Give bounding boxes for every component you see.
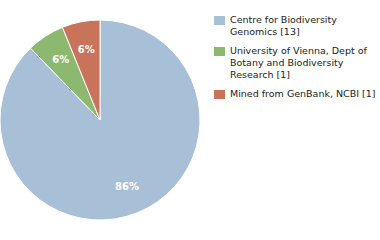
legend: Centre for Biodiversity Genomics [13] Uni… [214, 14, 376, 107]
data-label: 6% [52, 54, 69, 65]
legend-item: Centre for Biodiversity Genomics [13] [214, 14, 376, 38]
legend-label: Mined from GenBank, NCBI [1] [230, 88, 376, 100]
chart-svg: 86% 6% 6% [0, 0, 380, 240]
legend-swatch [214, 47, 225, 56]
legend-swatch [214, 90, 225, 99]
legend-item: University of Vienna, Dept of Botany and… [214, 45, 376, 81]
legend-label: Centre for Biodiversity Genomics [13] [230, 14, 337, 38]
legend-label: University of Vienna, Dept of Botany and… [230, 45, 367, 81]
data-labels: 86% 6% 6% [52, 44, 139, 192]
legend-swatch [214, 16, 225, 25]
data-label: 86% [115, 181, 139, 192]
pie-slice [0, 20, 200, 220]
legend-item: Mined from GenBank, NCBI [1] [214, 88, 376, 100]
data-label: 6% [78, 44, 95, 55]
pie [0, 20, 200, 220]
chart-container: 86% 6% 6% Centre for Biodiversity Genomics … [0, 0, 380, 240]
pie-slice [62, 20, 100, 120]
